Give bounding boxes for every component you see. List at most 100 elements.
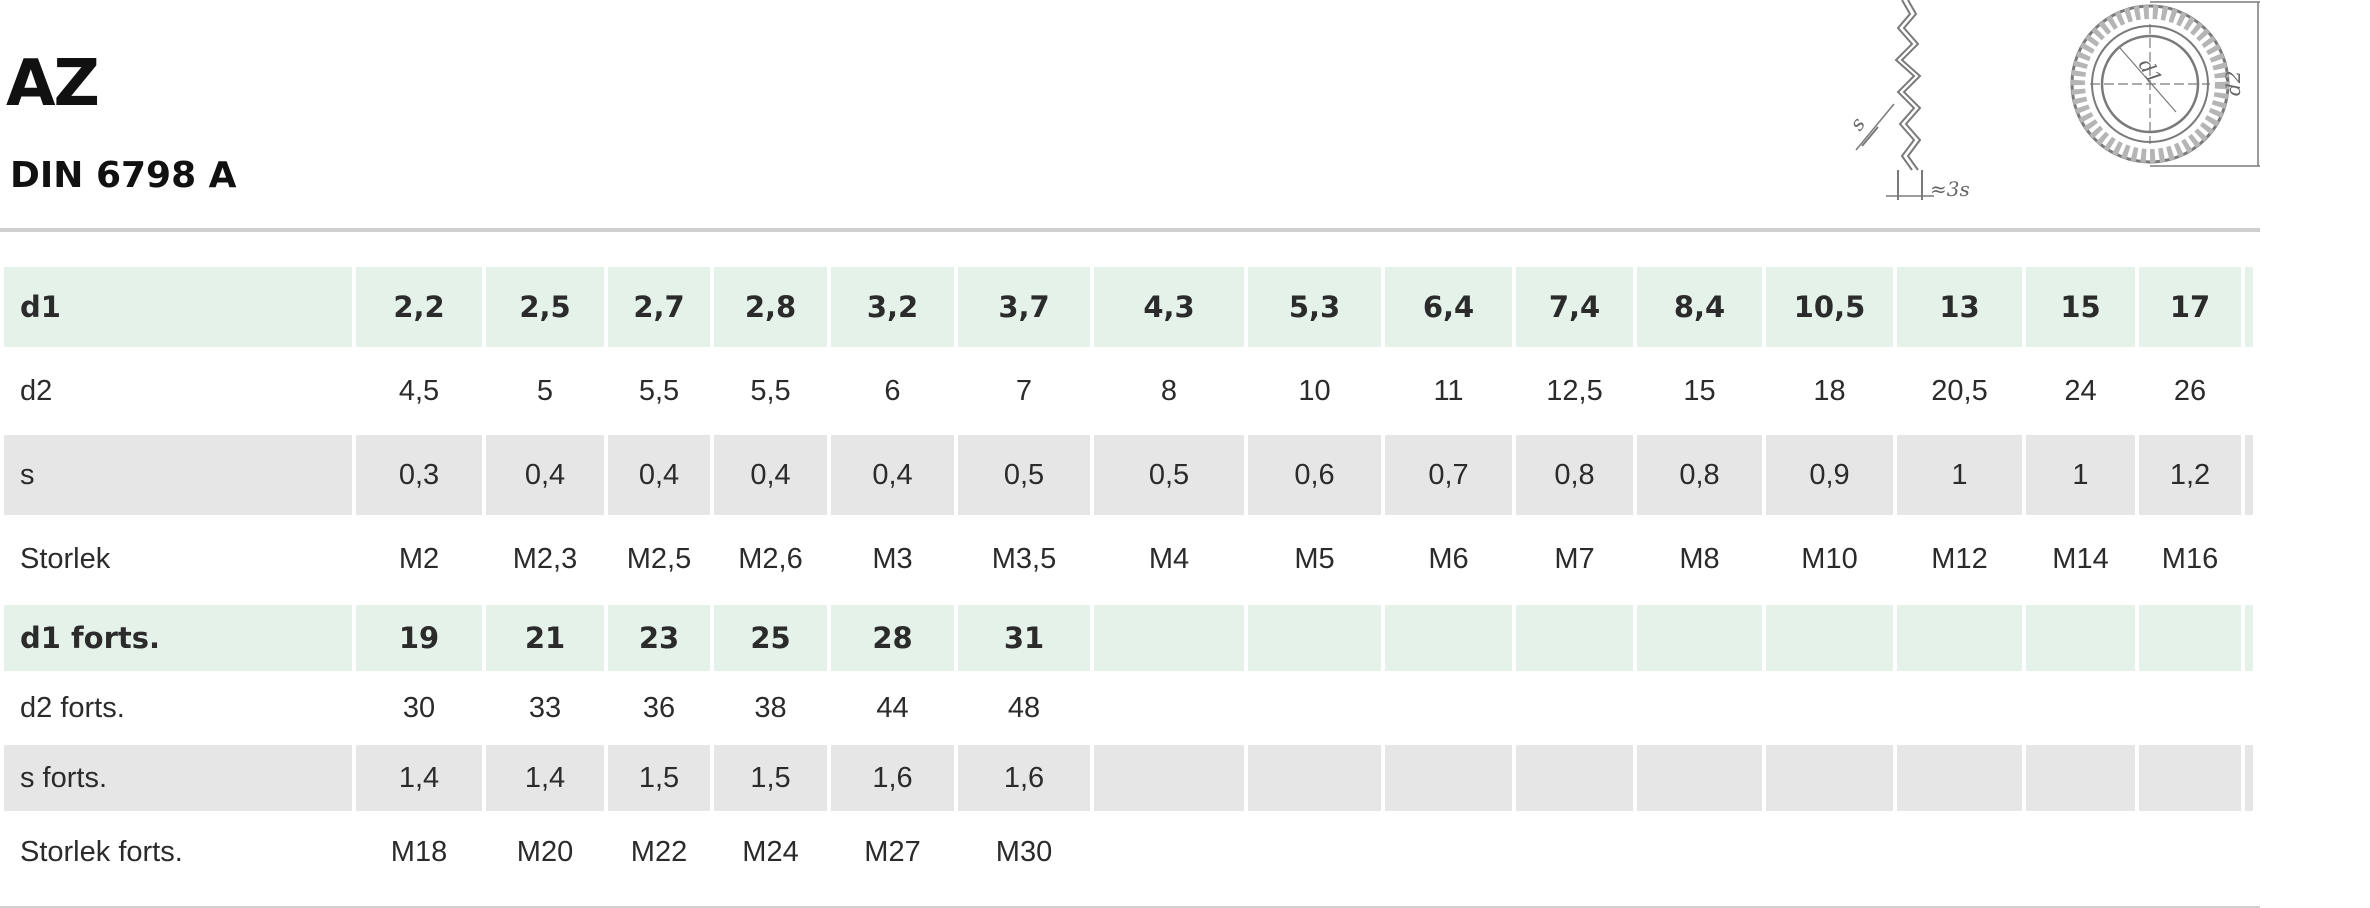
table-row: d1 2,2 2,5 2,7 2,8 3,2 3,7 4,3 5,3 6,4 7,4 8,4 10,5 1…	[4, 267, 2253, 347]
row-label: d1	[4, 267, 352, 347]
table-cell: M3	[831, 519, 954, 599]
table-cell: 48	[958, 675, 1090, 741]
row-label: Storlek forts.	[4, 815, 352, 889]
table-cell: 1,4	[486, 745, 604, 811]
table-cell: 7	[958, 351, 1090, 431]
row-gap	[4, 671, 2253, 675]
dimension-table: d1 2,2 2,5 2,7 2,8 3,2 3,7 4,3 5,3 6,4 7,4 8,4 10,5 1…	[0, 267, 2257, 889]
row-label: s forts.	[4, 745, 352, 811]
row-end-cell	[2245, 435, 2253, 515]
table-cell: 10	[1248, 351, 1381, 431]
table-cell	[1094, 605, 1244, 671]
table-cell: M10	[1766, 519, 1893, 599]
table-cell: M2	[356, 519, 482, 599]
front-view-d2-label: d2	[2221, 70, 2245, 96]
table-row: d1 forts. 19 21 23 25 28 31	[4, 605, 2253, 671]
table-cell: 0,7	[1385, 435, 1512, 515]
table-cell: 4,5	[356, 351, 482, 431]
table-cell: 44	[831, 675, 954, 741]
table-cell	[2026, 745, 2135, 811]
table-cell	[1094, 675, 1244, 741]
table-cell: 11	[1385, 351, 1512, 431]
table-cell: 3,2	[831, 267, 954, 347]
dimension-table-body: d1 2,2 2,5 2,7 2,8 3,2 3,7 4,3 5,3 6,4 7,4 8,4 10,5 1…	[4, 267, 2253, 889]
table-cell: M8	[1637, 519, 1762, 599]
table-row: d2 forts. 30 33 36 38 44 48	[4, 675, 2253, 741]
table-cell: 25	[714, 605, 827, 671]
table-cell	[2139, 675, 2241, 741]
table-cell	[1385, 745, 1512, 811]
table-cell: 0,8	[1637, 435, 1762, 515]
table-cell: M2,6	[714, 519, 827, 599]
row-end-cell	[2245, 605, 2253, 671]
row-gap	[4, 599, 2253, 605]
table-cell: 0,5	[1094, 435, 1244, 515]
row-end-cell	[2245, 675, 2253, 741]
table-cell: 26	[2139, 351, 2241, 431]
side-view-3s-label: ≈3s	[1930, 177, 1970, 201]
table-cell	[1094, 745, 1244, 811]
table-row: d2 4,5 5 5,5 5,5 6 7 8 10 11 12,5 15 18 20,5 24 26	[4, 351, 2253, 431]
table-cell	[1766, 605, 1893, 671]
row-end-cell	[2245, 267, 2253, 347]
table-cell: 1	[1897, 435, 2022, 515]
row-end-cell	[2245, 519, 2253, 599]
table-cell: 12,5	[1516, 351, 1633, 431]
row-gap	[4, 515, 2253, 519]
footer-divider	[0, 906, 2260, 908]
table-cell	[1637, 605, 1762, 671]
table-cell: 1,5	[608, 745, 710, 811]
table-cell: 33	[486, 675, 604, 741]
table-cell: M4	[1094, 519, 1244, 599]
standard-subtitle: DIN 6798 A	[10, 155, 237, 196]
table-cell: 0,4	[608, 435, 710, 515]
table-cell: 5,3	[1248, 267, 1381, 347]
table-cell: 0,4	[486, 435, 604, 515]
table-cell: M22	[608, 815, 710, 889]
table-cell: 2,5	[486, 267, 604, 347]
table-cell	[1516, 745, 1633, 811]
table-cell: 23	[608, 605, 710, 671]
table-cell: 0,8	[1516, 435, 1633, 515]
table-cell	[1766, 675, 1893, 741]
table-cell: 1,6	[958, 745, 1090, 811]
table-cell	[1897, 815, 2022, 889]
table-cell	[1897, 675, 2022, 741]
row-end-cell	[2245, 745, 2253, 811]
table-cell: 31	[958, 605, 1090, 671]
table-cell: 4,3	[1094, 267, 1244, 347]
table-cell: 10,5	[1766, 267, 1893, 347]
table-cell: 8	[1094, 351, 1244, 431]
table-cell: M7	[1516, 519, 1633, 599]
table-cell: 1,6	[831, 745, 954, 811]
table-cell: 2,8	[714, 267, 827, 347]
header-divider	[0, 228, 2260, 232]
table-cell	[1385, 605, 1512, 671]
row-gap	[4, 811, 2253, 815]
table-cell: M3,5	[958, 519, 1090, 599]
table-row: s forts. 1,4 1,4 1,5 1,5 1,6 1,6	[4, 745, 2253, 811]
table-cell	[1385, 815, 1512, 889]
table-cell	[1637, 815, 1762, 889]
row-end-cell	[2245, 351, 2253, 431]
row-label: s	[4, 435, 352, 515]
table-cell: 0,4	[831, 435, 954, 515]
table-cell: 1,4	[356, 745, 482, 811]
table-cell: 0,4	[714, 435, 827, 515]
table-cell	[1385, 675, 1512, 741]
table-cell	[2139, 815, 2241, 889]
table-cell: 0,9	[1766, 435, 1893, 515]
table-cell	[1897, 745, 2022, 811]
table-cell: 1,2	[2139, 435, 2241, 515]
table-cell	[1248, 815, 1381, 889]
row-label: d2	[4, 351, 352, 431]
table-cell: 15	[1637, 351, 1762, 431]
table-cell: 36	[608, 675, 710, 741]
table-cell: 2,7	[608, 267, 710, 347]
row-gap	[4, 347, 2253, 351]
table-cell: 8,4	[1637, 267, 1762, 347]
table-cell: M30	[958, 815, 1090, 889]
table-cell: M27	[831, 815, 954, 889]
table-cell	[1516, 675, 1633, 741]
table-cell	[1637, 745, 1762, 811]
